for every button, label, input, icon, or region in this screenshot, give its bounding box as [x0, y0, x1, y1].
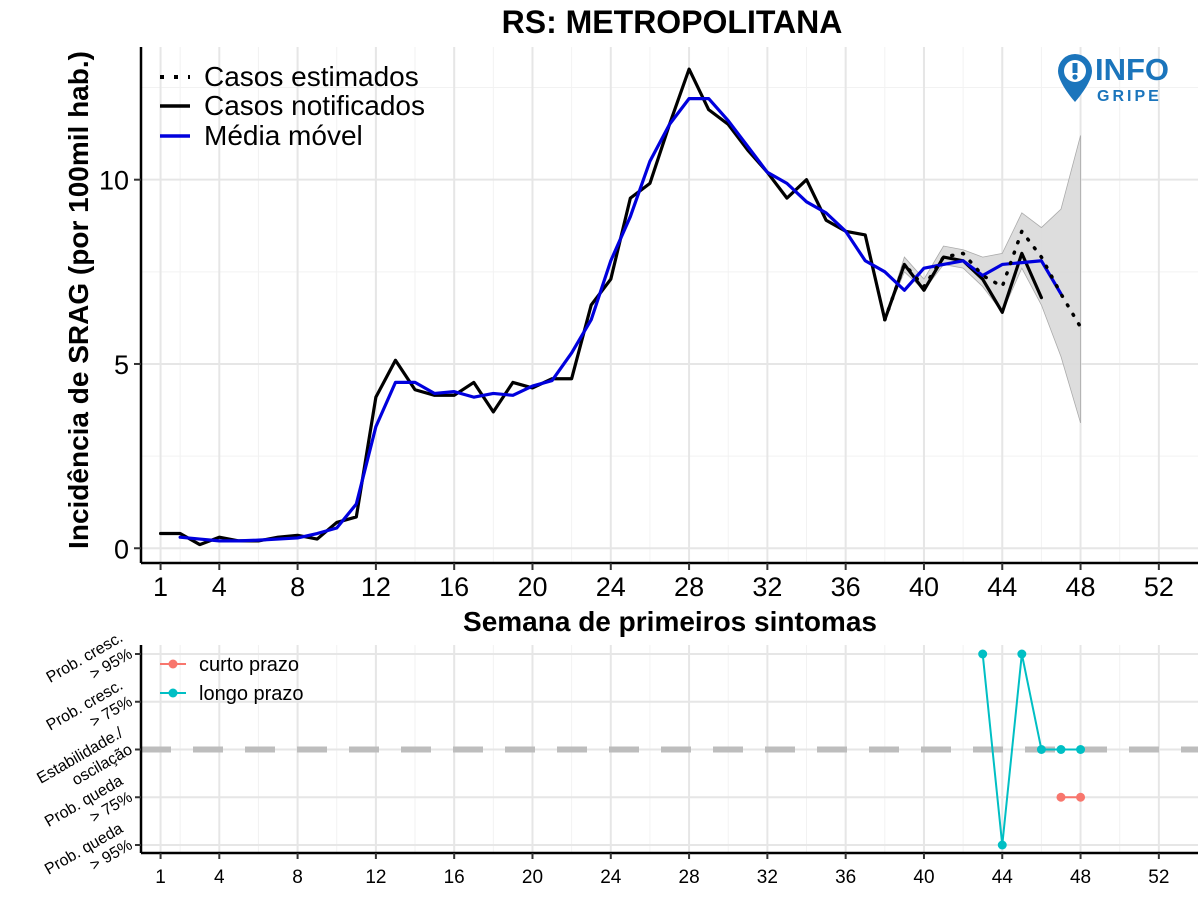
legend-key-point [168, 659, 178, 669]
x-tick-label: 40 [913, 867, 934, 888]
x-tick-label: 8 [290, 572, 305, 602]
legend-label: Casos estimados [204, 61, 419, 92]
chart-title: RS: METROPOLITANA [502, 4, 843, 40]
top-gridlines [141, 47, 1198, 563]
legend-key-point [168, 688, 178, 698]
x-tick-label: 4 [212, 572, 227, 602]
point-longo-prazo [978, 649, 988, 659]
x-tick-label: 48 [1070, 867, 1091, 888]
series-line-casos-estimados [883, 229, 1083, 329]
logo-line1: INFO [1095, 52, 1169, 87]
x-tick-label: 16 [439, 572, 469, 602]
x-tick-label: 1 [155, 867, 166, 888]
x-tick-label: 16 [444, 867, 465, 888]
y-tick-label: 5 [114, 350, 129, 380]
x-tick-label: 36 [831, 572, 861, 602]
x-tick-label: 32 [752, 572, 782, 602]
x-tick-label: 12 [365, 867, 386, 888]
legend-label: curto prazo [199, 654, 299, 676]
exclamation-dot [1072, 74, 1078, 80]
legend-label: Média móvel [204, 120, 363, 151]
x-tick-label: 52 [1148, 867, 1169, 888]
x-tick-label: 52 [1144, 572, 1174, 602]
x-tick-label: 12 [361, 572, 391, 602]
point-curto-prazo [1056, 792, 1066, 802]
x-tick-label: 44 [992, 867, 1014, 888]
point-longo-prazo [1076, 745, 1086, 754]
x-tick-label: 24 [596, 572, 626, 602]
x-tick-label: 4 [214, 867, 225, 888]
y-axis-title: Incidência de SRAG (por 100mil hab.) [63, 51, 94, 549]
point-longo-prazo [1017, 649, 1027, 659]
x-tick-label: 40 [909, 572, 939, 602]
x-tick-label: 36 [835, 867, 856, 888]
x-tick-label: 24 [600, 867, 622, 888]
top-series-group [158, 67, 1083, 547]
y-tick-label: 0 [114, 534, 129, 564]
bottom-legend: curto prazo longo prazo [160, 654, 304, 705]
x-tick-label: 28 [674, 572, 704, 602]
y-tick-label: 10 [99, 166, 129, 196]
x-axis-title: Semana de primeiros sintomas [463, 606, 877, 637]
legend-label: Casos notificados [204, 90, 425, 121]
series-line-media-movel [178, 96, 1063, 543]
x-tick-label: 32 [757, 867, 778, 888]
x-tick-label: 48 [1066, 572, 1096, 602]
exclamation-bar [1072, 63, 1078, 73]
legend-label: longo prazo [199, 683, 304, 705]
infogripe-logo: INFO GRIPE [1058, 52, 1169, 105]
bottom-gridlines [141, 645, 1198, 853]
x-tick-label: 20 [522, 867, 543, 888]
y-category-text: Prob. queda> 95% [42, 820, 136, 895]
point-longo-prazo [1036, 745, 1046, 754]
bottom-series-group [978, 649, 1086, 850]
logo-line2: GRIPE [1097, 88, 1162, 105]
x-tick-label: 28 [679, 867, 700, 888]
x-tick-label: 44 [987, 572, 1017, 602]
x-tick-label: 1 [153, 572, 168, 602]
point-curto-prazo [1076, 792, 1086, 802]
x-tick-label: 8 [292, 867, 303, 888]
point-longo-prazo [997, 840, 1007, 850]
point-longo-prazo [1056, 745, 1066, 754]
x-tick-label: 20 [517, 572, 547, 602]
y-category-label: Prob. queda> 95% [42, 820, 136, 895]
